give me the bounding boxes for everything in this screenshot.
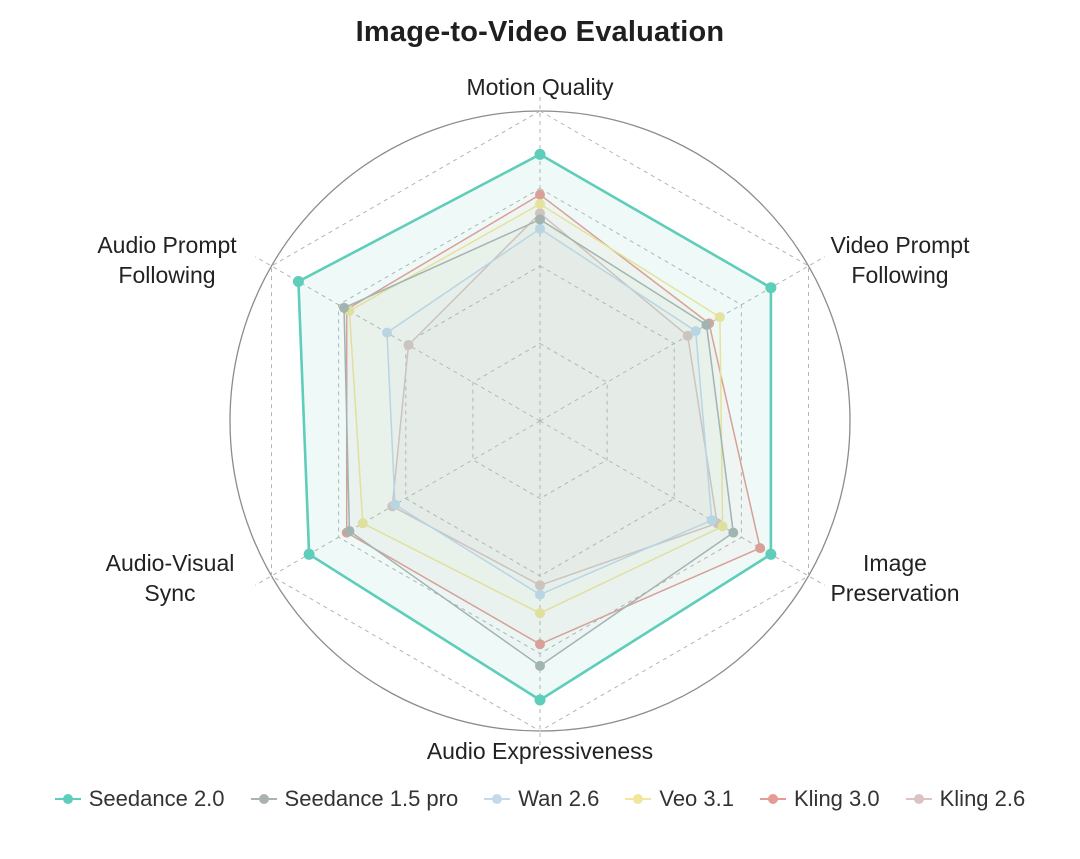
data-point-veo-3-1-video-prompt-following [714, 312, 725, 323]
data-point-wan-2-6-audio-expressiveness [535, 589, 545, 600]
axis-label-motion-quality: Motion Quality [466, 74, 614, 100]
legend-marker-icon [54, 792, 81, 806]
data-point-seedance-1-5-pro-motion-quality [535, 214, 545, 225]
data-point-seedance-2-0-motion-quality [534, 148, 546, 160]
data-point-seedance-1-5-pro-audio-visual-sync [344, 526, 355, 536]
legend: Seedance 2.0 Seedance 1.5 pro Wan 2.6 Ve… [0, 786, 1080, 812]
data-point-wan-2-6-audio-visual-sync [390, 499, 400, 510]
data-point-wan-2-6-motion-quality [535, 223, 545, 234]
data-point-kling-2-6-audio-expressiveness [535, 580, 545, 591]
grid-ring-4 [271, 110, 809, 732]
data-point-wan-2-6-image-preservation [706, 515, 717, 526]
series-kling-2-6 [387, 208, 723, 591]
legend-item-wan-2-6[interactable]: Wan 2.6 [484, 786, 599, 812]
data-point-wan-2-6-video-prompt-following [690, 326, 701, 337]
legend-marker-icon [905, 792, 932, 806]
legend-item-veo-3-1[interactable]: Veo 3.1 [625, 786, 734, 812]
data-point-wan-2-6-audio-prompt-following [382, 327, 392, 338]
legend-label: Seedance 1.5 pro [284, 786, 459, 811]
series-layer [292, 148, 777, 706]
legend-label: Veo 3.1 [659, 786, 734, 811]
data-point-seedance-2-0-audio-expressiveness [534, 694, 546, 706]
data-point-veo-3-1-audio-visual-sync [357, 518, 368, 529]
axis-label-video-prompt-following: Video Prompt Following [830, 232, 970, 288]
series-seedance-1-5-pro [339, 214, 739, 671]
axis-label-audio-visual-sync: Audio-Visual Sync [105, 550, 235, 606]
data-point-seedance-2-0-audio-visual-sync [303, 548, 315, 560]
legend-label: Seedance 2.0 [88, 786, 225, 811]
axis-label-image-preservation: Image Preservation [830, 550, 960, 606]
axis-spoke-image-preservation [539, 420, 825, 586]
legend-marker-icon [250, 792, 277, 806]
legend-item-seedance-2-0[interactable]: Seedance 2.0 [54, 786, 225, 812]
data-point-seedance-1-5-pro-audio-prompt-following [339, 302, 349, 313]
legend-item-kling-2-6[interactable]: Kling 2.6 [905, 786, 1026, 812]
grid-ring-1 [472, 342, 608, 500]
data-point-seedance-1-5-pro-audio-expressiveness [535, 660, 545, 671]
legend-item-seedance-1-5-pro[interactable]: Seedance 1.5 pro [250, 786, 459, 812]
series-area-seedance-2-0 [297, 153, 773, 702]
data-point-seedance-1-5-pro-video-prompt-following [701, 319, 712, 330]
series-wan-2-6 [382, 223, 717, 600]
data-point-veo-3-1-image-preservation [717, 521, 728, 532]
data-point-kling-2-6-audio-prompt-following [403, 340, 414, 350]
axis-label-audio-expressiveness: Audio Expressiveness [426, 738, 654, 764]
legend-label: Kling 2.6 [939, 786, 1026, 811]
data-point-veo-3-1-audio-expressiveness [535, 608, 545, 619]
data-point-kling-3-0-image-preservation [755, 543, 766, 554]
series-seedance-2-0 [292, 148, 777, 706]
axis-spoke-audio-visual-sync [255, 420, 541, 586]
axis-label-audio-prompt-following: Audio Prompt Following [97, 232, 237, 288]
data-point-veo-3-1-motion-quality [535, 199, 545, 209]
data-point-seedance-2-0-image-preservation [765, 548, 777, 560]
legend-item-kling-3-0[interactable]: Kling 3.0 [760, 786, 880, 812]
data-point-kling-2-6-video-prompt-following [682, 330, 693, 341]
legend-marker-icon [484, 792, 511, 806]
data-point-seedance-2-0-audio-prompt-following [292, 276, 304, 287]
legend-marker-icon [625, 792, 652, 806]
legend-marker-icon [760, 792, 786, 806]
chart-title: Image-to-Video Evaluation [355, 16, 725, 48]
data-point-seedance-2-0-video-prompt-following [765, 282, 777, 294]
legend-label: Wan 2.6 [518, 786, 600, 811]
series-veo-3-1 [344, 199, 728, 619]
legend-label: Kling 3.0 [794, 786, 880, 811]
data-point-seedance-1-5-pro-image-preservation [728, 527, 739, 538]
axis-spoke-video-prompt-following [539, 256, 825, 422]
data-point-kling-3-0-audio-expressiveness [535, 639, 545, 650]
data-point-kling-3-0-motion-quality [535, 189, 545, 200]
